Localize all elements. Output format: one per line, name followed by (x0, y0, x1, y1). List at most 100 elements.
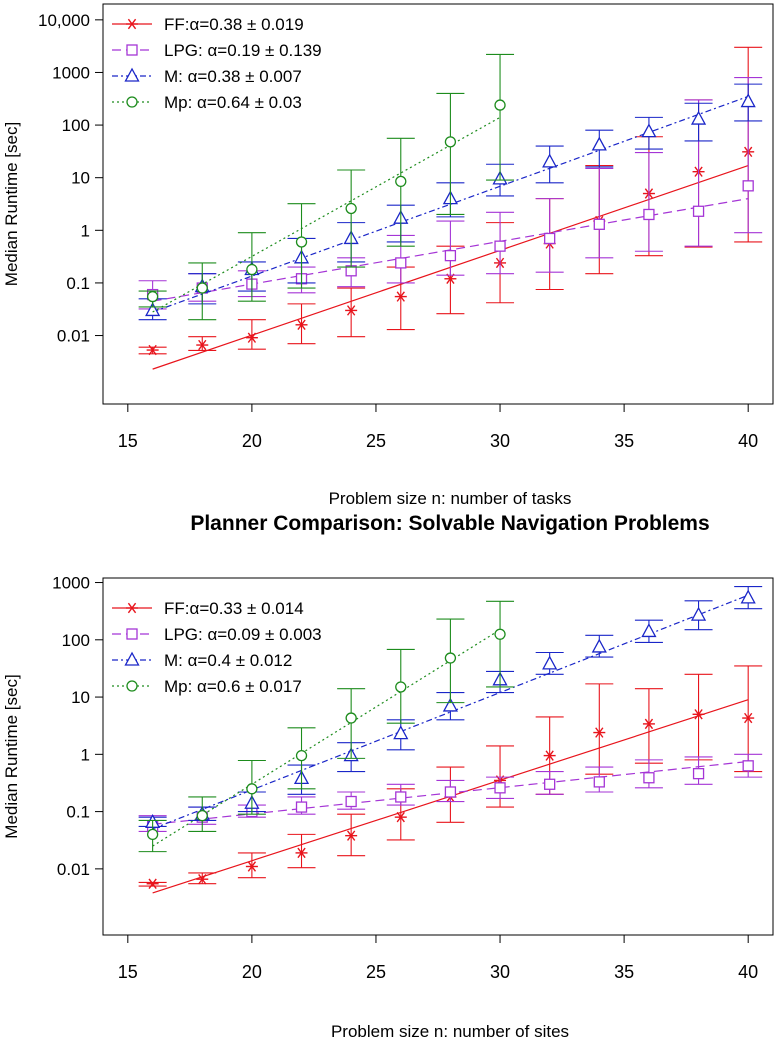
legend-label: LPG: α=0.09 ± 0.003 (164, 625, 322, 644)
data-point (196, 282, 208, 294)
data-point (345, 712, 357, 724)
chart-panel-sites: Planner Comparison: Solvable Navigation … (2, 512, 774, 1041)
data-point (690, 606, 707, 621)
data-point (442, 697, 458, 712)
x-tick-label: 40 (738, 962, 758, 982)
error-bar (188, 336, 217, 352)
data-point (246, 263, 258, 276)
legend-label: FF:α=0.38 ± 0.019 (164, 15, 304, 34)
data-point (196, 809, 208, 822)
error-bar (436, 92, 465, 216)
y-tick-label: 10 (71, 688, 90, 707)
x-tick-label: 30 (490, 431, 510, 451)
data-point (295, 847, 308, 859)
data-point (641, 123, 657, 138)
data-point-stroke (396, 291, 405, 302)
fit-line (152, 116, 501, 313)
data-point (543, 750, 556, 761)
data-point-stroke (694, 709, 703, 720)
data-point (740, 589, 756, 604)
data-point (591, 638, 607, 653)
y-tick-label: 1 (81, 745, 90, 764)
x-axis-label: Problem size n: number of sites (331, 1022, 569, 1041)
legend-marker-stroke (127, 602, 137, 614)
data-point (740, 93, 756, 108)
legend-label: M: α=0.38 ± 0.007 (164, 67, 302, 86)
error-bar (486, 600, 515, 688)
data-point (692, 205, 705, 217)
y-axis-label: Median Runtime [sec] (2, 122, 21, 286)
data-point (395, 257, 407, 269)
x-tick-label: 40 (738, 431, 758, 451)
data-point-stroke (247, 861, 257, 872)
data-point (146, 290, 159, 303)
data-point-stroke (148, 878, 157, 889)
x-tick-label: 35 (614, 962, 634, 982)
y-tick-label: 1 (81, 221, 90, 240)
error-bar (486, 53, 515, 181)
data-point (345, 830, 358, 841)
data-point (544, 778, 556, 790)
data-point-stroke (297, 847, 306, 859)
data-point (345, 795, 357, 808)
y-axis-label: Median Runtime [sec] (2, 674, 21, 838)
error-bar (585, 167, 614, 259)
x-tick-label: 20 (242, 431, 262, 451)
legend-label: M: α=0.4 ± 0.012 (164, 651, 292, 670)
legend-label: FF:α=0.33 ± 0.014 (164, 599, 304, 618)
data-point (642, 718, 655, 730)
series-circle (138, 53, 515, 321)
x-tick-label: 15 (118, 962, 138, 982)
legend: FF:α=0.38 ± 0.019 LPG: α=0.19 ± 0.139 M: α… (112, 15, 322, 112)
error-bar (237, 319, 266, 350)
data-point (395, 681, 407, 693)
data-point (245, 861, 258, 872)
legend-label: LPG: α=0.19 ± 0.139 (164, 41, 322, 60)
legend-marker (124, 67, 140, 82)
plot-frame (102, 577, 774, 936)
data-point-stroke (545, 750, 554, 761)
data-point (295, 319, 308, 331)
plot-frame (102, 3, 774, 405)
legend-marker (126, 628, 138, 640)
error-bar (386, 137, 415, 247)
x-tick-label: 30 (490, 962, 510, 982)
data-point (196, 873, 209, 885)
data-point (145, 302, 161, 317)
data-point (146, 344, 159, 356)
data-point (542, 655, 558, 670)
x-tick-label: 25 (366, 431, 386, 451)
data-point-stroke (247, 332, 257, 343)
data-point-stroke (198, 339, 207, 351)
error-bar (634, 688, 663, 764)
data-point (742, 760, 754, 772)
y-tick-label: 10,000 (38, 11, 90, 30)
data-point (591, 136, 607, 151)
legend-marker (126, 96, 138, 108)
legend-marker (126, 680, 138, 692)
data-point (593, 727, 606, 738)
y-tick-label: 10 (71, 169, 90, 188)
legend-marker (124, 651, 140, 666)
data-point (146, 878, 159, 889)
data-point (394, 291, 407, 302)
y-tick-label: 1000 (52, 574, 90, 593)
data-point (692, 767, 705, 780)
x-tick-label: 20 (242, 962, 262, 982)
data-point-stroke (148, 344, 157, 356)
error-bar (287, 833, 316, 869)
error-bar (436, 220, 465, 276)
legend-marker (126, 602, 138, 614)
data-point (544, 232, 556, 245)
data-point (742, 180, 754, 192)
legend: FF:α=0.33 ± 0.014 LPG: α=0.09 ± 0.003 M: α… (112, 599, 322, 696)
error-bar (337, 287, 366, 338)
data-point (245, 332, 258, 343)
y-tick-label: 100 (62, 631, 90, 650)
data-point (395, 175, 407, 188)
data-point (444, 136, 457, 148)
data-point (395, 791, 407, 803)
x-tick-label: 35 (614, 431, 634, 451)
data-point-stroke (346, 830, 356, 841)
data-point (146, 828, 159, 841)
